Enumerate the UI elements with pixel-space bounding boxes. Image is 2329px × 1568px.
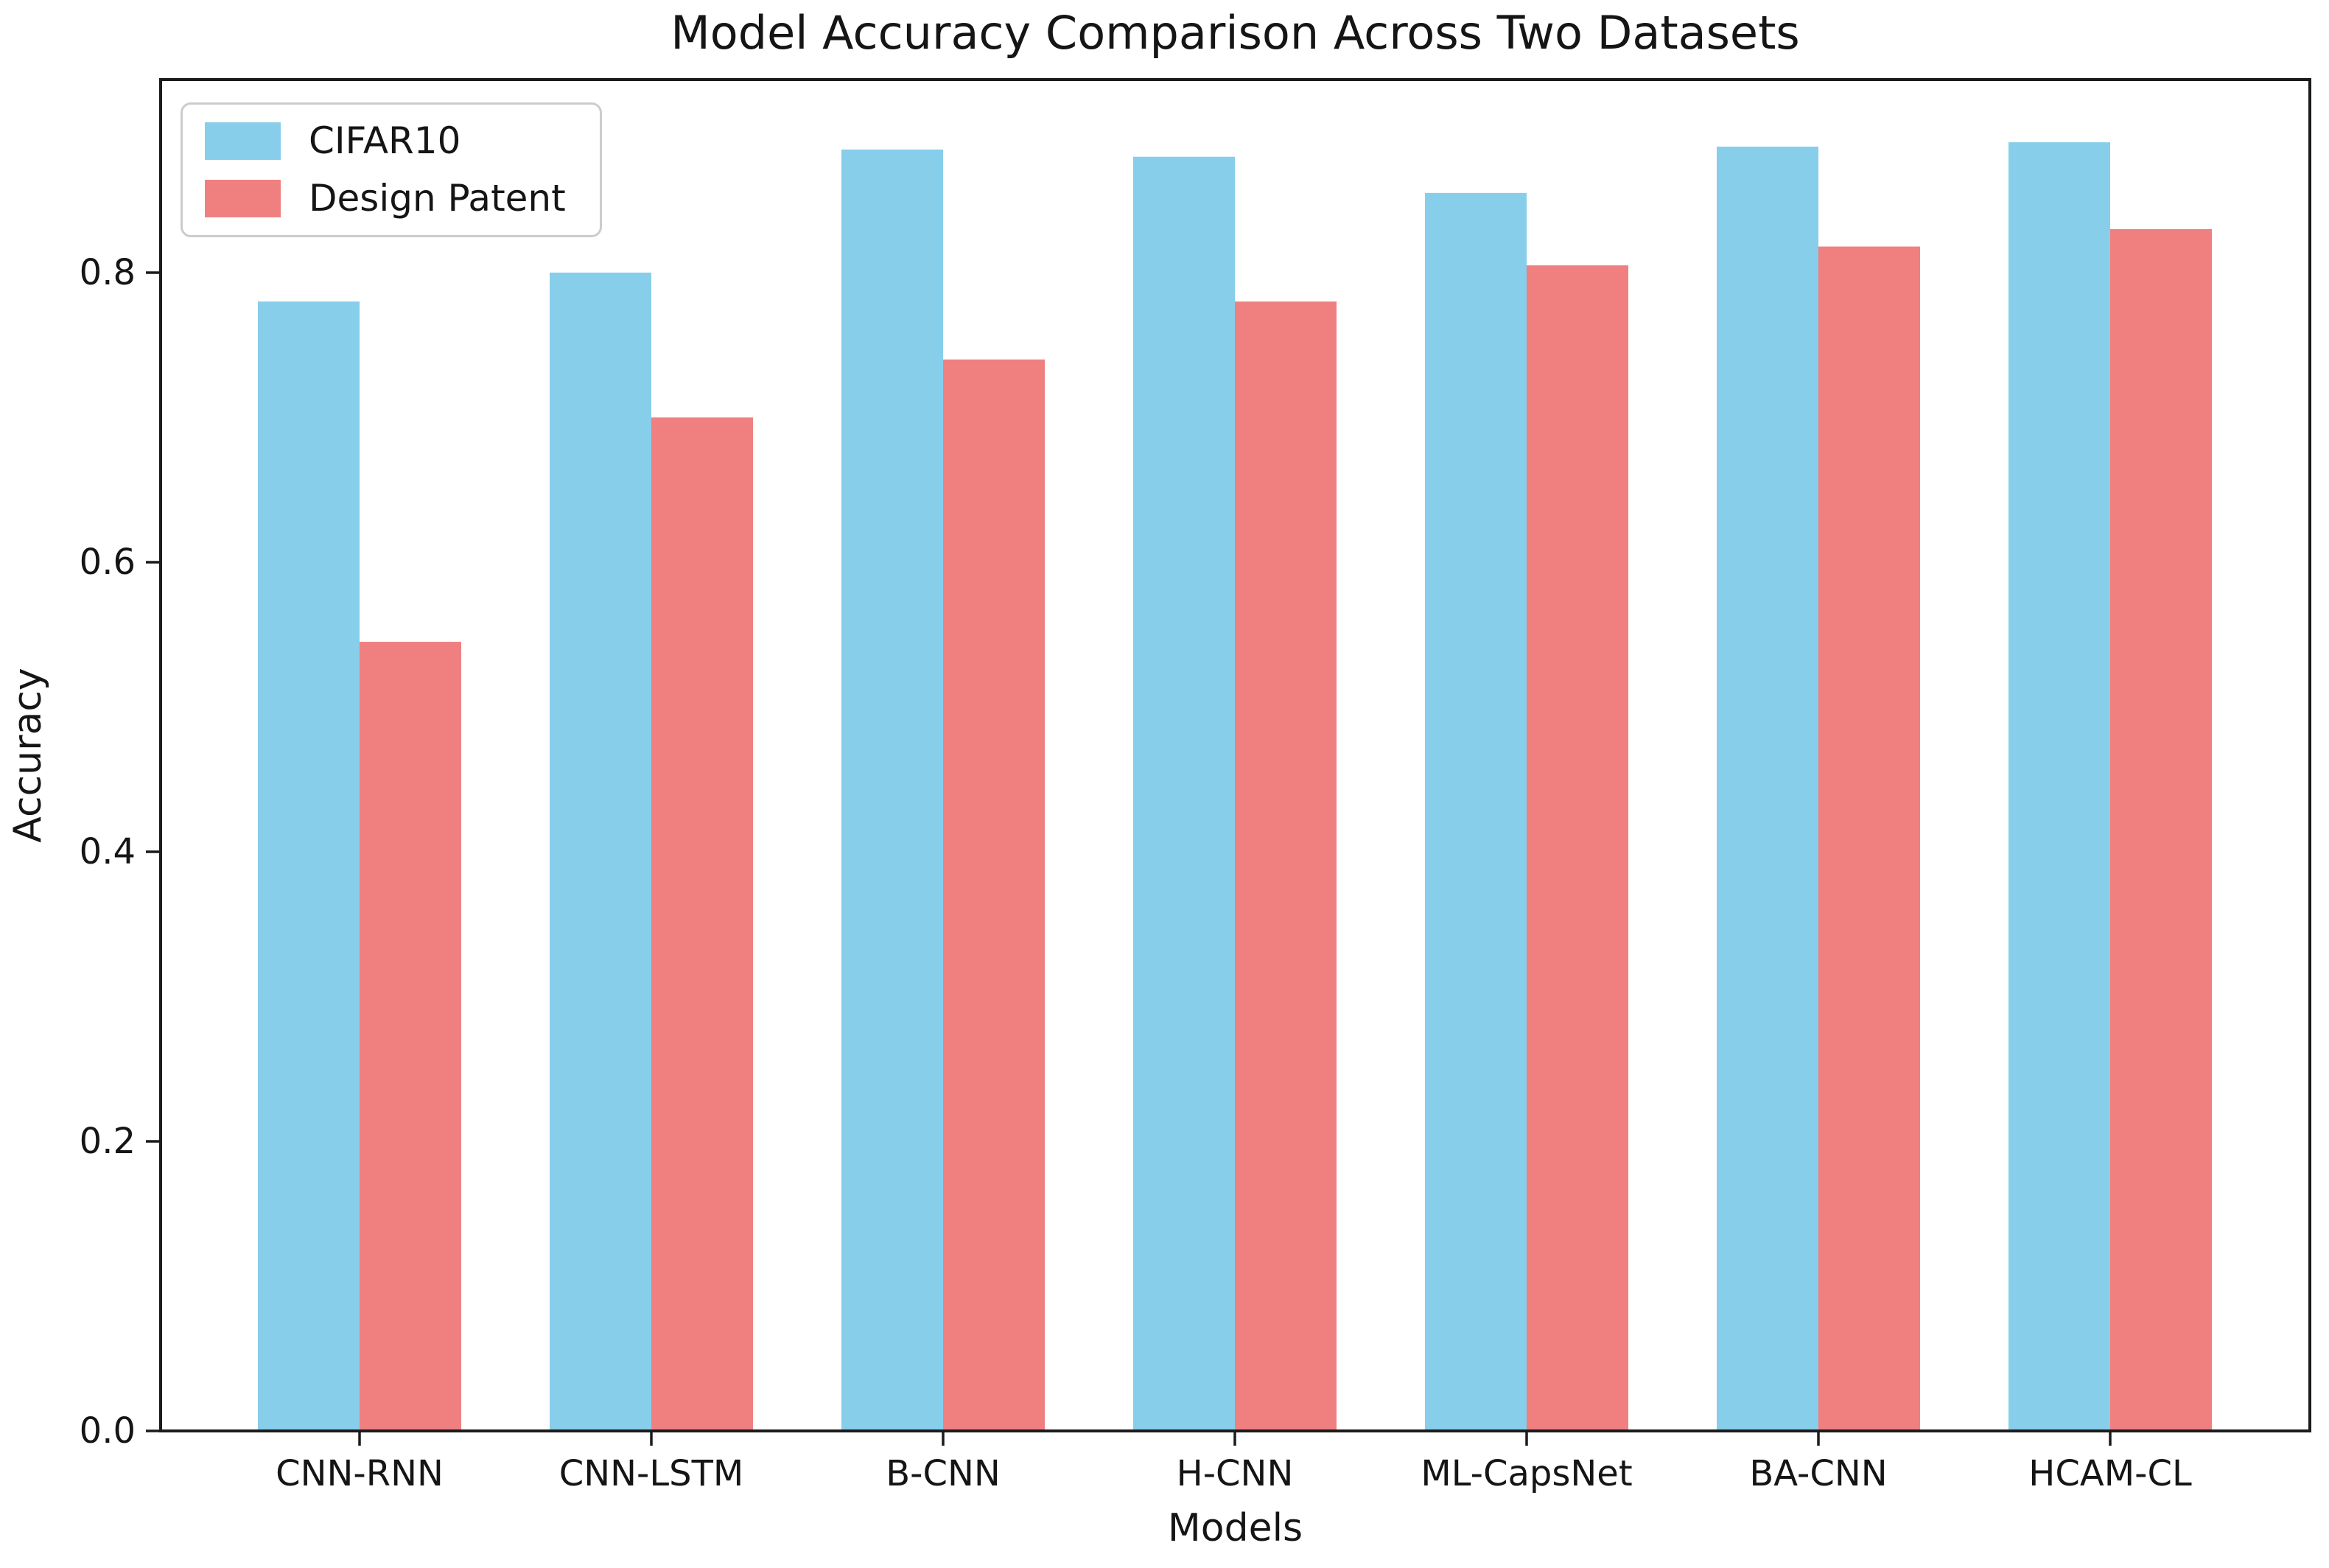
y-tick-label: 0.0 bbox=[80, 1410, 136, 1452]
legend-swatch-cifar10 bbox=[205, 122, 281, 160]
bar-design-patent-cnn-lstm bbox=[651, 417, 753, 1431]
bar-cifar10-b-cnn bbox=[841, 149, 943, 1432]
x-tick-label: BA-CNN bbox=[1749, 1453, 1887, 1494]
bar-cifar10-cnn-lstm bbox=[550, 272, 651, 1431]
bar-cifar10-hcam-cl bbox=[2008, 142, 2110, 1432]
x-axis-label: Models bbox=[1167, 1506, 1303, 1550]
bar-design-patent-b-cnn bbox=[943, 359, 1045, 1432]
bar-design-patent-h-cnn bbox=[1235, 301, 1337, 1432]
bar-design-patent-hcam-cl bbox=[2110, 228, 2212, 1432]
y-tick-label: 0.2 bbox=[80, 1121, 136, 1162]
legend-swatch-design-patent bbox=[205, 180, 281, 217]
legend-label-cifar10: CIFAR10 bbox=[309, 119, 461, 162]
legend-item-design-patent: Design Patent bbox=[205, 180, 578, 217]
legend-label-design-patent: Design Patent bbox=[309, 177, 566, 220]
bar-cifar10-ba-cnn bbox=[1717, 146, 1818, 1431]
legend: CIFAR10 Design Patent bbox=[181, 102, 602, 237]
bar-design-patent-ml-capsnet bbox=[1527, 265, 1628, 1431]
y-tick-label: 0.6 bbox=[80, 542, 136, 583]
chart-title: Model Accuracy Comparison Across Two Dat… bbox=[670, 6, 1800, 60]
bar-cifar10-ml-capsnet bbox=[1425, 192, 1527, 1431]
bar-design-patent-ba-cnn bbox=[1818, 246, 1920, 1431]
bar-design-patent-cnn-rnn bbox=[360, 642, 461, 1431]
y-tick-label: 0.8 bbox=[80, 252, 136, 293]
y-tick-label: 0.4 bbox=[80, 831, 136, 872]
bar-cifar10-cnn-rnn bbox=[258, 301, 360, 1432]
y-axis-label: Accuracy bbox=[6, 668, 50, 843]
x-tick-label: H-CNN bbox=[1177, 1453, 1294, 1494]
x-tick-label: CNN-RNN bbox=[276, 1453, 444, 1494]
x-tick-label: ML-CapsNet bbox=[1421, 1453, 1632, 1494]
legend-item-cifar10: CIFAR10 bbox=[205, 122, 578, 160]
x-tick-label: CNN-LSTM bbox=[559, 1453, 744, 1494]
x-tick-label: B-CNN bbox=[886, 1453, 1001, 1494]
x-tick-label: HCAM-CL bbox=[2028, 1453, 2192, 1494]
bar-cifar10-h-cnn bbox=[1133, 156, 1235, 1431]
